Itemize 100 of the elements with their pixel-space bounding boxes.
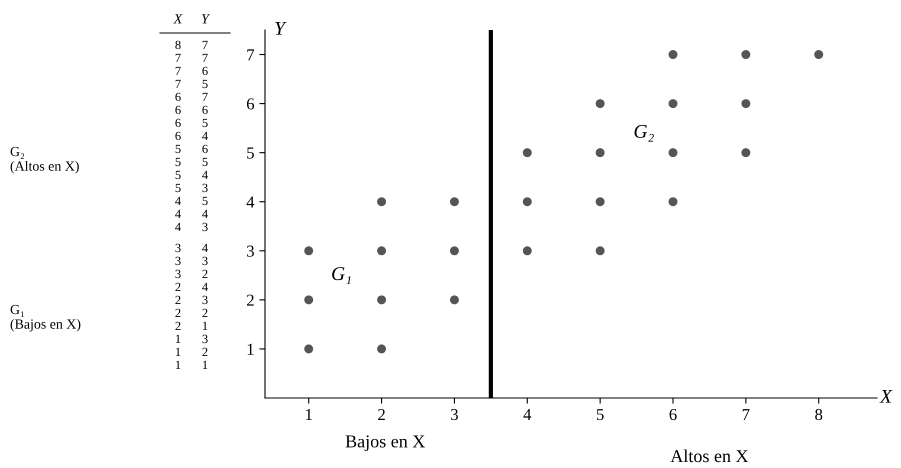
y-tick-label: 4 [246, 196, 254, 208]
text: 7 [202, 54, 208, 62]
point [668, 50, 678, 60]
point [668, 148, 678, 158]
text: 6 [202, 66, 208, 76]
text: X [173, 14, 183, 24]
text: 4 [202, 282, 208, 292]
text: 2 [175, 322, 180, 330]
text: 2 [202, 270, 208, 278]
y-axis-title: Y [275, 22, 287, 35]
point [377, 344, 386, 354]
text: 3 [175, 244, 181, 252]
text: 8 [175, 40, 181, 50]
text: 5 [202, 158, 208, 166]
point [304, 295, 314, 304]
y-tick-label: 1 [248, 344, 254, 355]
x-tick-label: 8 [815, 408, 822, 420]
text: 6 [202, 144, 208, 154]
text: 6 [175, 92, 181, 102]
text: 3 [175, 270, 181, 278]
text: 5 [202, 80, 208, 88]
text: 1 [202, 322, 208, 330]
point [741, 99, 750, 108]
text: 1 [176, 360, 180, 370]
x-tick-label: 4 [523, 409, 532, 420]
x-tick-label: 3 [451, 408, 458, 420]
point [450, 197, 459, 206]
text: 2 [175, 282, 180, 292]
point [596, 148, 605, 158]
x-tick-label: 5 [596, 409, 604, 420]
annotation: G₂ [634, 124, 654, 142]
text: 7 [176, 80, 181, 88]
text: 3 [202, 184, 208, 192]
text: 3 [202, 222, 208, 232]
annotation: G₁ [332, 267, 351, 284]
point [377, 295, 386, 304]
point [450, 246, 459, 256]
text: 2 [202, 348, 208, 356]
text: 1 [176, 348, 180, 356]
point [596, 99, 605, 108]
text: 5 [176, 158, 181, 166]
text: 2 [202, 308, 208, 318]
text: Altos en X [670, 450, 748, 462]
text: 1 [202, 360, 208, 370]
text: 1 [176, 334, 180, 344]
text: 4 [202, 170, 208, 180]
text: 5 [176, 184, 181, 192]
text: 4 [202, 244, 208, 252]
point [596, 246, 605, 256]
x-tick-label: 2 [378, 408, 385, 420]
point [814, 50, 824, 60]
text: 7 [202, 40, 208, 50]
text: 5 [176, 170, 181, 180]
point [450, 295, 459, 304]
text: 7 [176, 66, 181, 76]
text: 6 [175, 106, 181, 114]
y-tick-label: 7 [247, 49, 254, 60]
text: 4 [202, 210, 208, 218]
point [741, 148, 750, 158]
x-axis-title: X [879, 390, 893, 403]
y-tick-label: 5 [247, 148, 254, 159]
text: 4 [175, 222, 181, 232]
text: G₂ (Altos en X) [10, 146, 79, 174]
text: 7 [176, 54, 181, 62]
point [377, 197, 386, 206]
point [741, 50, 750, 60]
point [596, 197, 605, 206]
text: G₁ (Bajos en X) [10, 304, 80, 332]
text: 2 [175, 308, 180, 318]
text: 3 [202, 296, 208, 304]
x-tick-label: 1 [306, 408, 312, 420]
point [522, 246, 532, 256]
x-tick-label: 6 [670, 408, 677, 420]
text: 6 [202, 106, 208, 114]
text: 3 [202, 334, 208, 344]
text: 2 [175, 296, 180, 304]
text: 5 [176, 144, 181, 154]
text: 6 [175, 132, 181, 140]
point [668, 197, 678, 206]
text: Y [202, 14, 210, 24]
y-tick-label: 2 [246, 294, 254, 306]
x-tick-label: 7 [742, 409, 750, 420]
point [304, 246, 314, 256]
text: 5 [202, 118, 208, 128]
point [304, 344, 314, 354]
point [522, 148, 532, 158]
text: 6 [175, 118, 181, 128]
y-tick-label: 3 [247, 246, 254, 257]
text: 4 [202, 132, 208, 140]
text: 7 [202, 92, 208, 102]
text: 3 [175, 256, 181, 266]
point [668, 99, 678, 108]
text: 4 [175, 210, 181, 218]
point [377, 246, 386, 256]
text: 3 [202, 256, 208, 266]
text: 4 [175, 196, 181, 206]
text: 5 [202, 196, 208, 206]
y-tick-label: 6 [246, 98, 254, 110]
text: Bajos en X [346, 435, 426, 452]
point [522, 197, 532, 206]
